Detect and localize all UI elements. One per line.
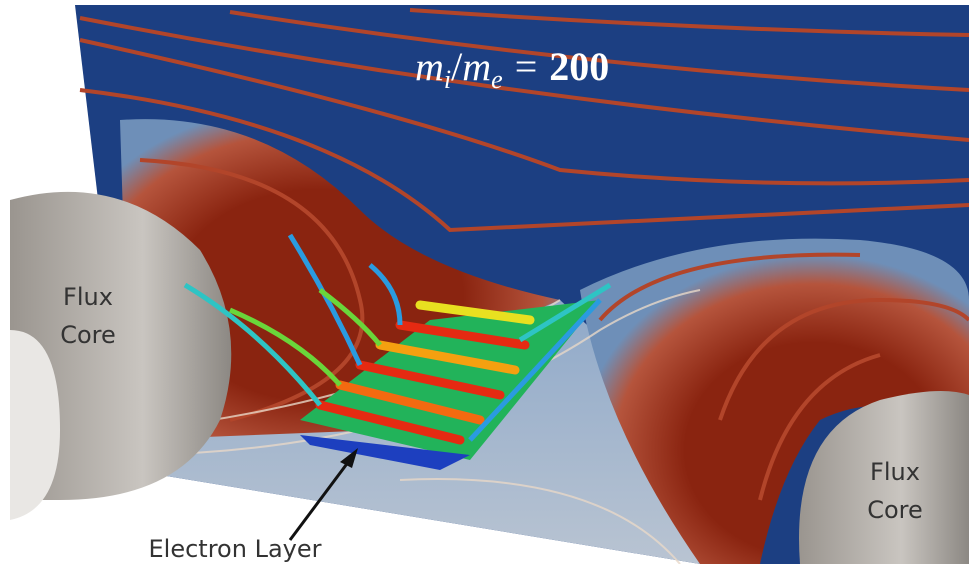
ratio: 200 — [549, 44, 609, 89]
label: Core — [60, 321, 116, 349]
label: Core — [867, 496, 923, 524]
label: Electron Layer — [149, 535, 322, 563]
visualization: mi/me=200 Flux Core Flux Core Electron L… — [0, 0, 969, 564]
equals: = — [515, 44, 538, 89]
sub: e — [491, 65, 503, 94]
sub: i — [444, 65, 451, 94]
m: m — [415, 44, 444, 89]
m: m — [462, 44, 491, 89]
label: Flux — [870, 458, 920, 486]
label: Flux — [63, 283, 113, 311]
